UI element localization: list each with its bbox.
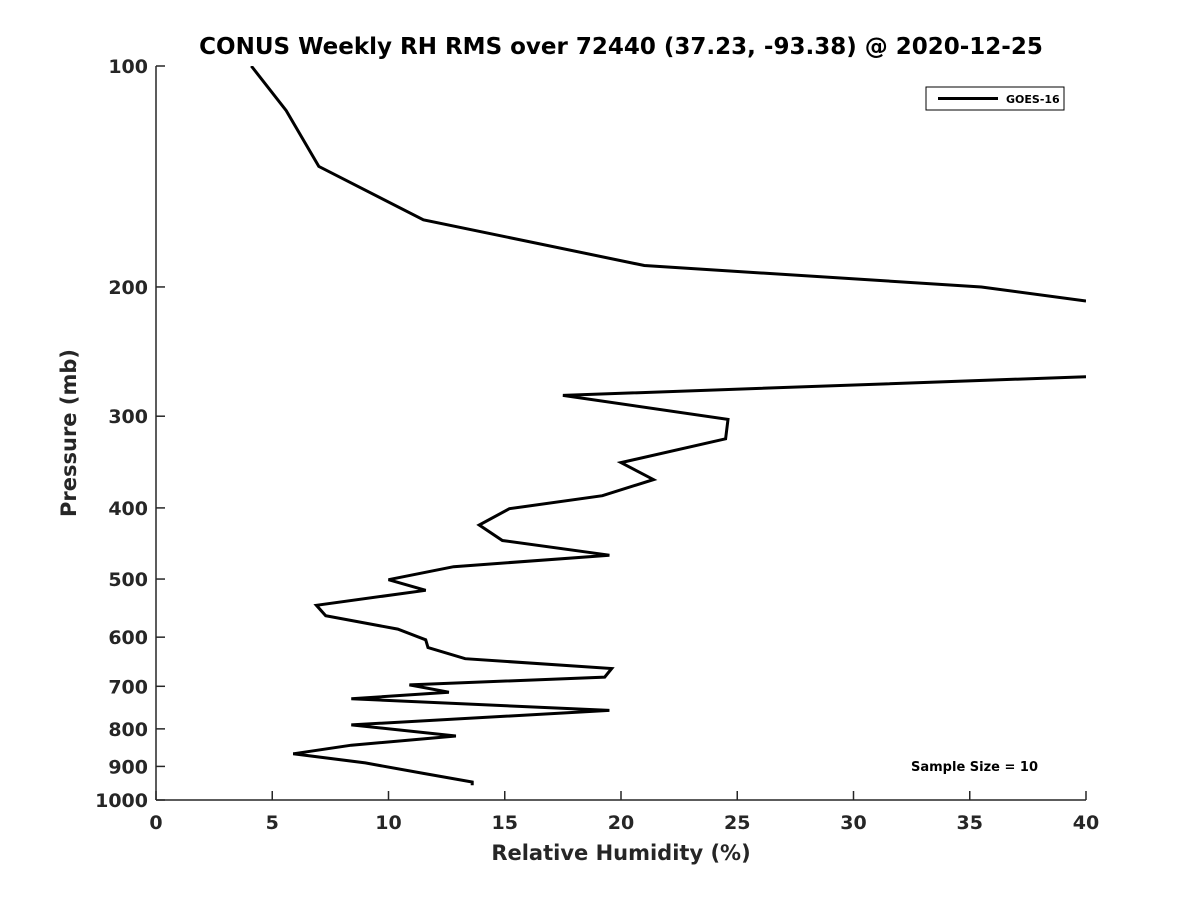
legend: GOES-16: [925, 86, 1065, 111]
y-tick-label: 700: [108, 676, 148, 698]
y-tick-label: 500: [108, 569, 148, 591]
x-tick-label: 0: [149, 812, 162, 834]
x-tick-label: 25: [724, 812, 750, 834]
y-tick-label: 900: [108, 756, 148, 778]
axes: 0 5 10 15 20 25 30 35 40 100 200 300 400 500 600 700 800…: [95, 56, 1099, 834]
sample-size-annotation: Sample Size = 10: [911, 760, 1038, 775]
y-tick-label: 600: [108, 627, 148, 649]
x-tick-label: 35: [957, 812, 983, 834]
x-tick-label: 15: [492, 812, 518, 834]
y-tick-label: 800: [108, 719, 148, 741]
y-tick-label: 300: [108, 406, 148, 428]
x-tick-label: 30: [840, 812, 866, 834]
y-axis-label: Pressure (mb): [57, 349, 81, 517]
x-axis-label: Relative Humidity (%): [491, 841, 750, 865]
y-tick-label: 400: [108, 498, 148, 520]
series-line-0: [250, 66, 1086, 786]
y-tick-label: 1000: [95, 790, 148, 812]
x-tick-label: 10: [375, 812, 401, 834]
series-layer: [250, 66, 1086, 786]
legend-entry-goes-16: GOES-16: [1006, 93, 1060, 106]
y-tick-label: 200: [108, 277, 148, 299]
y-tick-label: 100: [108, 56, 148, 78]
x-tick-label: 40: [1073, 812, 1099, 834]
x-tick-label: 20: [608, 812, 634, 834]
x-tick-label: 5: [266, 812, 279, 834]
chart-title: CONUS Weekly RH RMS over 72440 (37.23, -…: [199, 34, 1043, 60]
